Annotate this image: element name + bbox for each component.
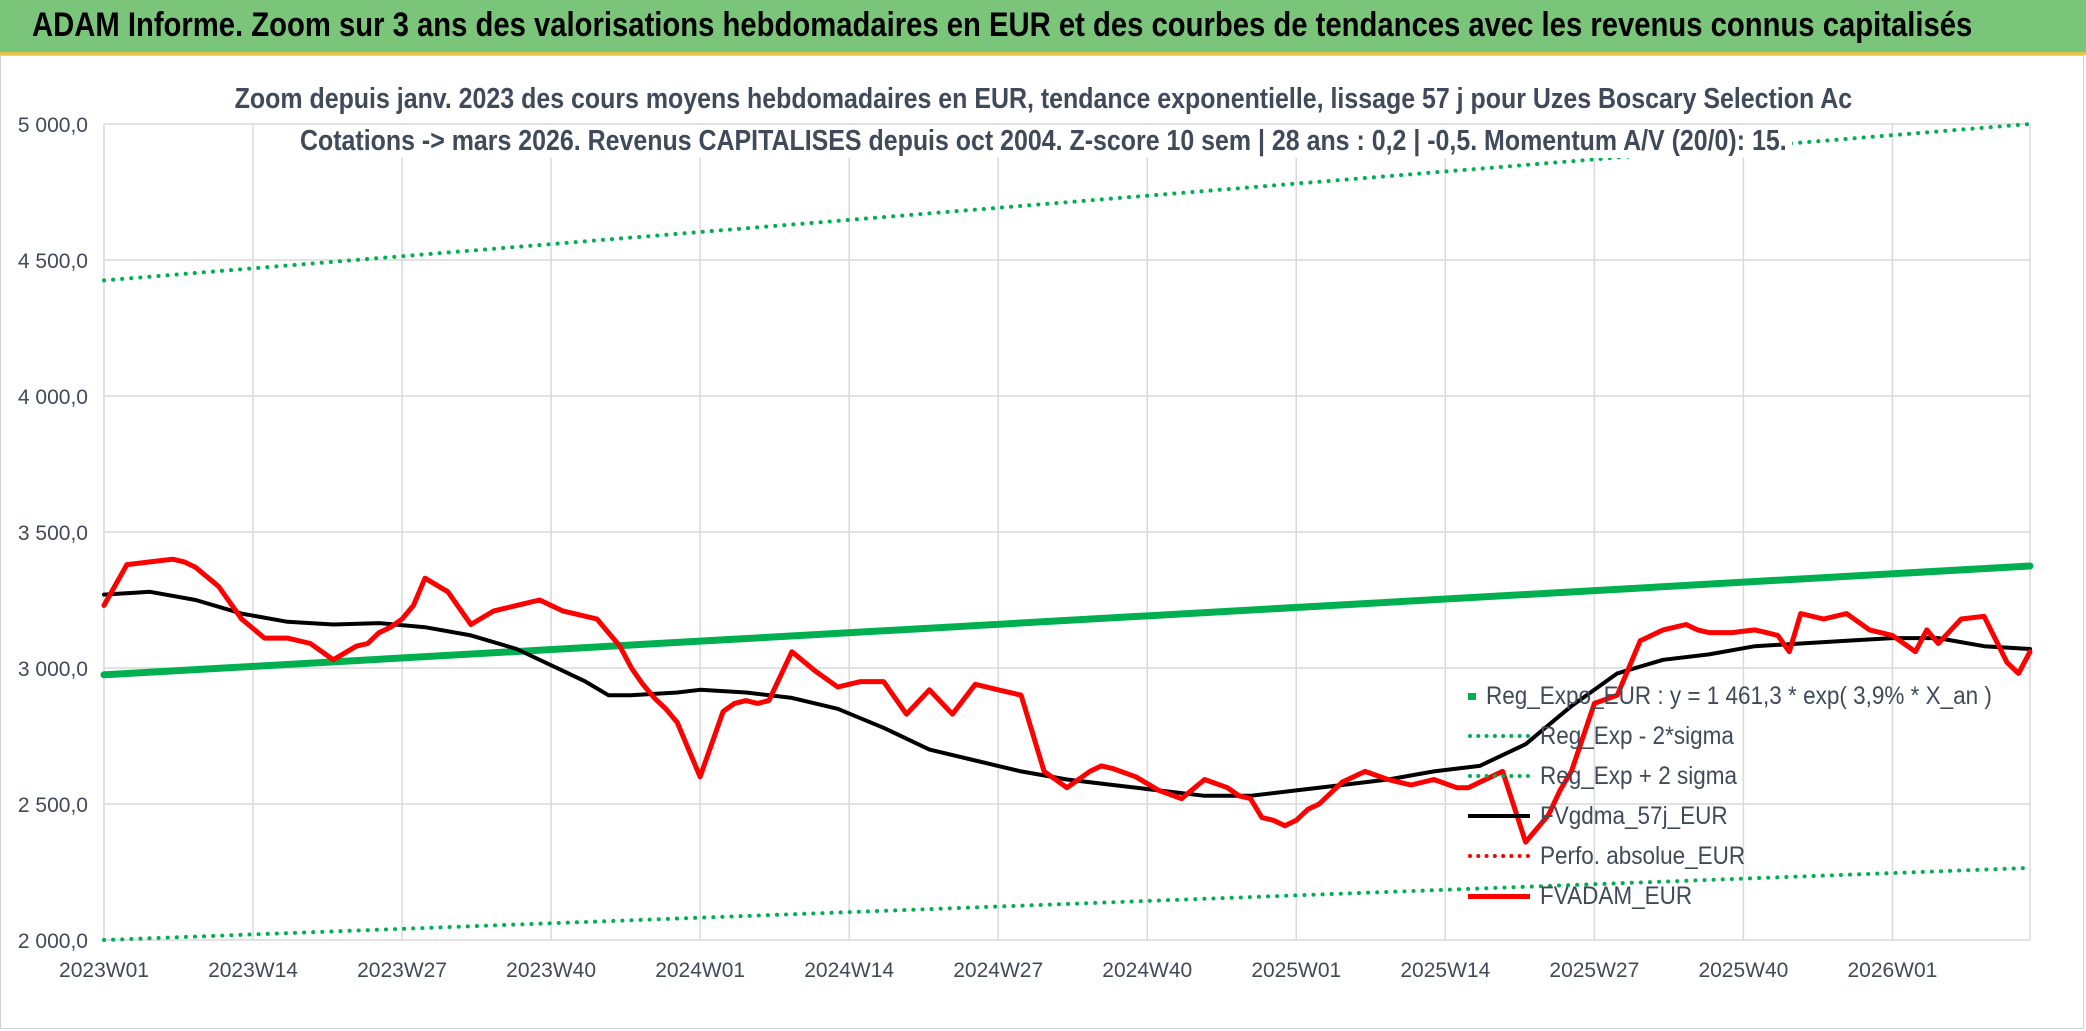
x-tick-label: 2025W27 [1549,959,1639,982]
chart-title-line-1: Zoom depuis janv. 2023 des cours moyens … [0,83,2086,116]
legend-label: FVgdma_57j_EUR [1540,801,1728,830]
x-tick-label: 2024W14 [804,959,894,982]
legend-label: FVADAM_EUR [1540,881,1693,910]
series-line-1 [102,865,2032,942]
x-tick-label: 2025W40 [1698,959,1788,982]
legend-item-reg-expo: Reg_Expo_EUR : y = 1 461,3 * exp( 3,9% *… [1468,676,2048,716]
x-tick-label: 2023W40 [506,959,596,982]
x-tick-label: 2024W01 [655,959,745,982]
x-tick-label: 2025W01 [1251,959,1341,982]
y-tick-label: 3 500,0 [18,522,88,545]
legend-swatch-red [1468,893,1530,899]
legend-label: Perfo. absolue_EUR [1540,841,1746,870]
x-tick-label: 2023W14 [208,959,298,982]
x-tick-label: 2023W01 [59,959,149,982]
legend-item-fvadam: FVADAM_EUR [1468,876,2048,916]
legend-swatch-dotted-green [1468,734,1530,738]
legend-label: Reg_Expo_EUR : y = 1 461,3 * exp( 3,9% *… [1485,681,1992,710]
series-line-5 [101,556,2033,845]
x-tick-label: 2026W01 [1847,959,1937,982]
series-line-3 [102,589,2032,798]
legend-label: Reg_Exp - 2*sigma [1540,721,1734,750]
legend-item-reg-plus: Reg_Exp + 2 sigma [1468,756,2048,796]
legend-item-reg-minus: Reg_Exp - 2*sigma [1468,716,2048,756]
legend-item-perfo: Perfo. absolue_EUR [1468,836,2048,876]
series-line-0 [100,562,2034,679]
y-tick-label: 2 500,0 [18,794,88,817]
y-tick-label: 5 000,0 [18,114,88,137]
x-tick-label: 2024W40 [1102,959,1192,982]
legend-item-gdma: FVgdma_57j_EUR [1468,796,2048,836]
legend-label: Reg_Exp + 2 sigma [1540,761,1737,790]
y-tick-label: 4 000,0 [18,386,88,409]
y-tick-label: 3 000,0 [18,658,88,681]
x-tick-label: 2025W14 [1400,959,1490,982]
legend-swatch-solid-green [1468,692,1476,700]
chart-title-line-2: Cotations -> mars 2026. Revenus CAPITALI… [0,125,2086,158]
report-banner: ADAM Informe. Zoom sur 3 ans des valoris… [0,0,2086,55]
x-tick-label: 2023W27 [357,959,447,982]
x-tick-label: 2024W27 [953,959,1043,982]
chart-frame [0,55,2084,1029]
y-tick-label: 2 000,0 [18,930,88,953]
legend-swatch-black [1468,814,1530,818]
y-tick-label: 4 500,0 [18,250,88,273]
report-title: ADAM Informe. Zoom sur 3 ans des valoris… [32,6,1973,44]
legend-swatch-dotted-red [1468,854,1530,858]
chart-legend: Reg_Expo_EUR : y = 1 461,3 * exp( 3,9% *… [1468,676,2048,916]
legend-swatch-dotted-green [1468,774,1530,778]
